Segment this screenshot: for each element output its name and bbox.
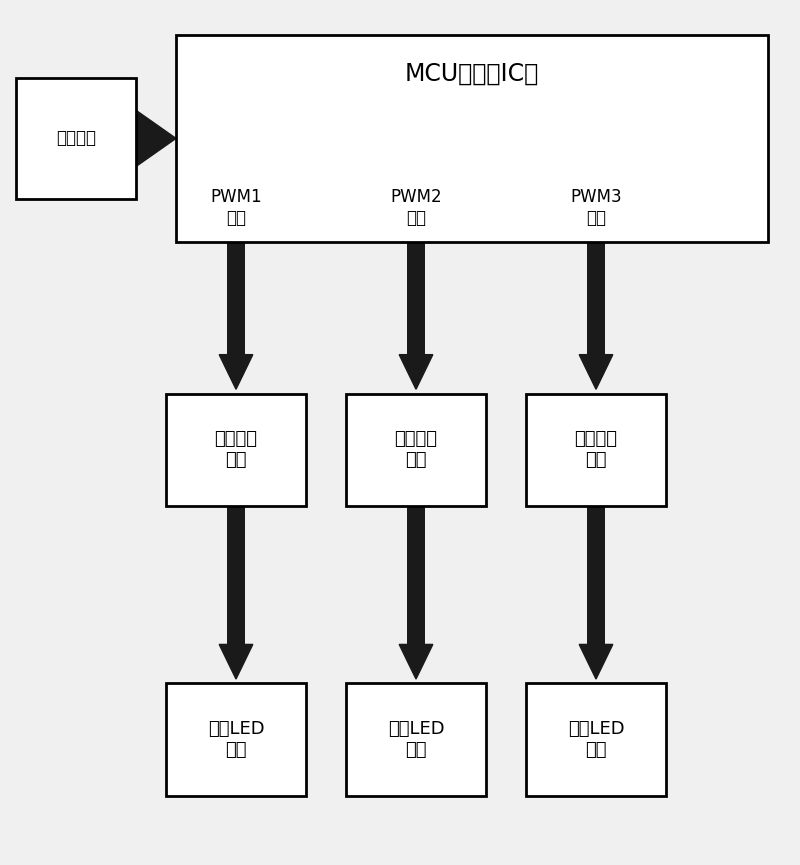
Text: PWM2
输出: PWM2 输出 (390, 189, 442, 227)
Text: 恒流电源: 恒流电源 (56, 130, 96, 147)
FancyBboxPatch shape (8, 9, 792, 856)
Polygon shape (399, 644, 433, 679)
Polygon shape (136, 110, 176, 166)
FancyBboxPatch shape (526, 394, 666, 506)
Text: PWM3
输出: PWM3 输出 (570, 189, 622, 227)
FancyBboxPatch shape (16, 78, 136, 199)
Text: 恒流控制
电路: 恒流控制 电路 (394, 431, 438, 469)
FancyBboxPatch shape (526, 683, 666, 796)
FancyBboxPatch shape (346, 683, 486, 796)
FancyBboxPatch shape (406, 242, 426, 355)
Text: 恒流控制
电路: 恒流控制 电路 (214, 431, 258, 469)
Polygon shape (579, 355, 613, 389)
FancyBboxPatch shape (586, 506, 606, 644)
FancyBboxPatch shape (346, 394, 486, 506)
Polygon shape (399, 355, 433, 389)
FancyBboxPatch shape (586, 242, 606, 355)
Text: 恒流控制
电路: 恒流控制 电路 (574, 431, 618, 469)
FancyBboxPatch shape (166, 394, 306, 506)
FancyBboxPatch shape (226, 242, 246, 355)
Text: 黄光LED
模组: 黄光LED 模组 (388, 721, 444, 759)
Text: 红光LED
模组: 红光LED 模组 (568, 721, 624, 759)
FancyBboxPatch shape (406, 506, 426, 644)
Text: PWM1
输出: PWM1 输出 (210, 189, 262, 227)
Polygon shape (579, 644, 613, 679)
Polygon shape (219, 355, 253, 389)
Text: MCU（主控IC）: MCU（主控IC） (405, 61, 539, 86)
FancyBboxPatch shape (166, 683, 306, 796)
FancyBboxPatch shape (226, 506, 246, 644)
Polygon shape (219, 644, 253, 679)
FancyBboxPatch shape (176, 35, 768, 242)
Text: 白光LED
模组: 白光LED 模组 (208, 721, 264, 759)
